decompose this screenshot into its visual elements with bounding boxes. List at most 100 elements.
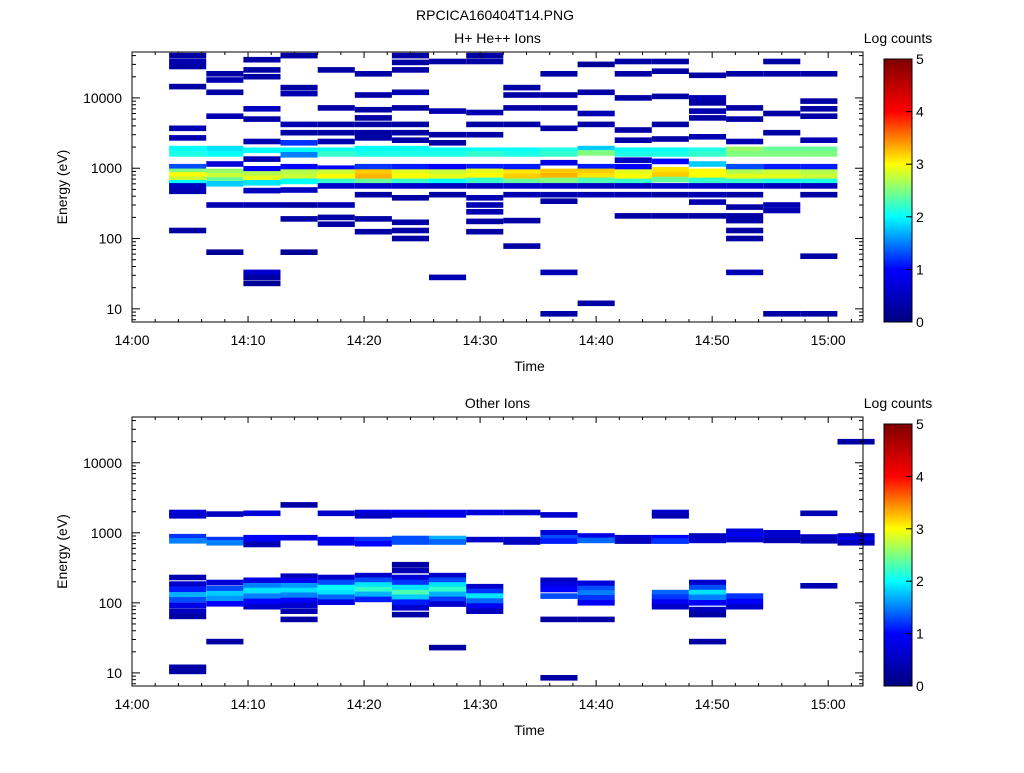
heatmap-cell xyxy=(280,249,318,255)
heatmap-cell xyxy=(540,183,578,189)
heatmap-cell xyxy=(763,146,801,153)
heatmap-cell xyxy=(651,534,689,541)
heatmap-cell xyxy=(391,89,429,96)
heatmap-cell xyxy=(614,173,652,180)
heatmap-cell xyxy=(206,590,244,597)
plot-frame xyxy=(131,416,864,687)
heatmap-cell xyxy=(429,173,467,180)
heatmap-cell xyxy=(317,510,355,517)
heatmap-cell xyxy=(169,581,207,587)
heatmap-cell xyxy=(540,159,578,166)
heatmap-cell xyxy=(280,140,318,146)
colorbar-tick-label: 4 xyxy=(916,104,924,120)
heatmap-cell xyxy=(540,593,578,599)
heatmap-cell xyxy=(800,163,838,170)
heatmap-cell xyxy=(169,533,207,540)
heatmap-cell xyxy=(800,137,838,143)
heatmap-cell xyxy=(503,178,541,185)
heatmap-cell xyxy=(169,168,207,175)
colorbar-tick-label: 5 xyxy=(916,51,924,67)
heatmap-cell xyxy=(577,533,615,539)
heatmap-cell xyxy=(429,644,467,651)
heatmap-cell xyxy=(763,207,801,214)
heatmap-cell xyxy=(429,586,467,593)
heatmap-cell xyxy=(689,191,727,198)
heatmap-cell xyxy=(317,129,355,136)
heatmap-cell xyxy=(800,173,838,180)
colorbar-tick-label: 0 xyxy=(916,314,924,330)
heatmap-cell xyxy=(763,202,801,208)
heatmap-cell xyxy=(429,140,467,146)
heatmap-cell xyxy=(354,135,392,141)
y-tick-label: 100 xyxy=(99,595,123,611)
heatmap-cell xyxy=(391,59,429,66)
heatmap-cell xyxy=(651,538,689,544)
heatmap-cell xyxy=(466,58,504,65)
heatmap-cell xyxy=(391,589,429,596)
heatmap-cell xyxy=(354,183,392,189)
heatmap-cell xyxy=(280,187,318,193)
heatmap-cell xyxy=(577,580,615,587)
heatmap-cell xyxy=(689,183,727,189)
x-tick-label: 14:00 xyxy=(114,696,149,712)
heatmap-cell xyxy=(466,163,504,170)
heatmap-cell xyxy=(354,509,392,516)
heatmap-cell xyxy=(763,169,801,175)
heatmap-cell xyxy=(651,147,689,154)
heatmap-cell xyxy=(354,145,392,152)
heatmap-cell xyxy=(280,573,318,579)
heatmap-cell xyxy=(317,599,355,605)
heatmap-cell xyxy=(354,228,392,235)
heatmap-cell xyxy=(800,71,838,77)
heatmap-cell xyxy=(280,152,318,158)
heatmap-cell xyxy=(503,163,541,170)
heatmap-cell xyxy=(169,163,207,170)
y-tick-label: 10 xyxy=(106,301,122,317)
colorbar-tick-label: 5 xyxy=(916,416,924,432)
heatmap-cell xyxy=(689,199,727,205)
heatmap-cell xyxy=(614,58,652,65)
heatmap-cell xyxy=(503,183,541,189)
heatmap-cell xyxy=(429,169,467,175)
heatmap-cell xyxy=(651,68,689,74)
heatmap-cell xyxy=(429,58,467,65)
heatmap-cell xyxy=(726,173,764,180)
heatmap-cell xyxy=(280,578,318,584)
heatmap-cell xyxy=(540,538,578,544)
heatmap-cell xyxy=(503,217,541,224)
heatmap-cell xyxy=(169,597,207,603)
heatmap-cell xyxy=(466,151,504,157)
heatmap-cell xyxy=(689,168,727,175)
heatmap-cell xyxy=(577,145,615,152)
heatmap-cell xyxy=(800,538,838,544)
heatmap-cell xyxy=(317,173,355,180)
heatmap-cell xyxy=(614,137,652,143)
colorbar-tick-label: 3 xyxy=(916,521,924,537)
heatmap-cell xyxy=(763,537,801,544)
heatmap-cell xyxy=(429,108,467,114)
heatmap-cell xyxy=(429,191,467,198)
heatmap-cell xyxy=(540,125,578,132)
heatmap-cell xyxy=(689,72,727,79)
heatmap-cell xyxy=(503,169,541,175)
heatmap-cell xyxy=(577,177,615,184)
heatmap-cell xyxy=(577,537,615,544)
heatmap-cell xyxy=(169,509,207,516)
heatmap-cell xyxy=(206,168,244,175)
heatmap-cells xyxy=(169,438,875,681)
heatmap-cell xyxy=(169,668,207,675)
heatmap-cell xyxy=(280,616,318,623)
heatmap-cell xyxy=(763,173,801,180)
heatmap-cell xyxy=(354,169,392,175)
heatmap-cell xyxy=(577,163,615,170)
heatmap-cell xyxy=(614,127,652,133)
heatmap-cell xyxy=(391,535,429,542)
x-tick-label: 14:30 xyxy=(463,696,498,712)
heatmap-cell xyxy=(206,151,244,157)
heatmap-cell xyxy=(280,592,318,599)
heatmap-cell xyxy=(800,510,838,517)
heatmap-cell xyxy=(763,129,801,136)
x-tick-label: 14:50 xyxy=(695,332,730,348)
